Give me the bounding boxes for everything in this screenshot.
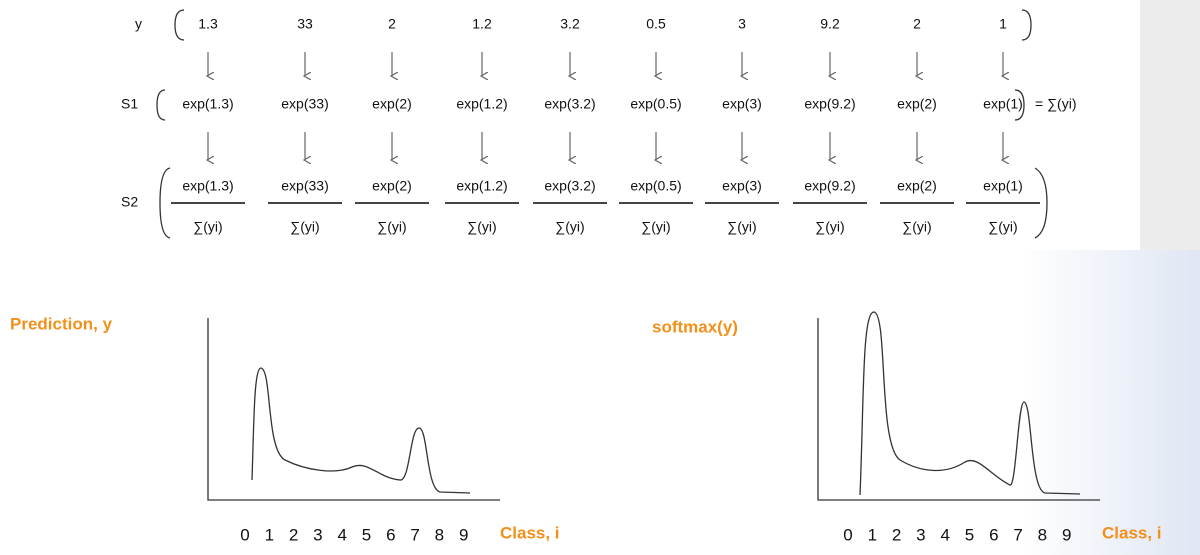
s1-value: exp(2) [897, 96, 937, 112]
s2-numerator: exp(9.2) [804, 178, 855, 194]
s2-numerator: exp(2) [897, 178, 937, 194]
x-tick-label: 6 [386, 525, 395, 544]
bracket [1021, 9, 1032, 41]
s2-denominator: ∑(yi) [377, 219, 406, 235]
y-value: 3 [738, 16, 746, 32]
y-value: 1.3 [198, 16, 218, 32]
axes [207, 318, 500, 501]
x-tick-label: 0 [843, 525, 852, 544]
x-tick-label: 2 [892, 525, 901, 544]
y-value: 2 [388, 16, 396, 32]
x-tick-label: 0 [240, 525, 249, 544]
s2-numerator: exp(1.2) [456, 178, 507, 194]
panel-edge [1140, 0, 1200, 250]
s2-numerator: exp(1.3) [182, 178, 233, 194]
bracket [1014, 89, 1025, 121]
s2-numerator: exp(1) [983, 178, 1023, 194]
s2-numerator: exp(2) [372, 178, 412, 194]
s1-value: exp(3) [722, 96, 762, 112]
x-tick-label: 6 [989, 525, 998, 544]
axes [817, 318, 1100, 501]
x-axis-label: Class, i [500, 523, 560, 542]
s2-numerator: exp(3.2) [544, 178, 595, 194]
plot-title: Prediction, y [10, 314, 113, 333]
s1-value: exp(1.3) [182, 96, 233, 112]
s2-denominator: ∑(yi) [290, 219, 319, 235]
s2-denominator: ∑(yi) [815, 219, 844, 235]
s2-denominator: ∑(yi) [988, 219, 1017, 235]
bracket [1034, 167, 1048, 239]
x-tick-label: 7 [1013, 525, 1022, 544]
s1-value: exp(1.2) [456, 96, 507, 112]
x-tick-label: 9 [1062, 525, 1071, 544]
s2-denominator: ∑(yi) [902, 219, 931, 235]
s1-value: exp(3.2) [544, 96, 595, 112]
s1-value: exp(33) [281, 96, 328, 112]
s2-numerator: exp(3) [722, 178, 762, 194]
y-value: 9.2 [820, 16, 840, 32]
s2-denominator: ∑(yi) [727, 219, 756, 235]
row-label: S1 [121, 96, 138, 112]
s2-numerator: exp(33) [281, 178, 328, 194]
x-tick-label: 7 [410, 525, 419, 544]
plot-title: softmax(y) [652, 317, 738, 336]
y-value: 0.5 [646, 16, 666, 32]
x-tick-label: 8 [435, 525, 444, 544]
s2-denominator: ∑(yi) [193, 219, 222, 235]
x-tick-label: 2 [289, 525, 298, 544]
sum-label: = ∑(yi) [1035, 96, 1076, 112]
sketch-curve [251, 367, 471, 494]
s1-value: exp(2) [372, 96, 412, 112]
row-label: S2 [121, 194, 138, 210]
s2-denominator: ∑(yi) [641, 219, 670, 235]
bracket [174, 9, 185, 41]
y-value: 3.2 [560, 16, 580, 32]
x-tick-label: 3 [313, 525, 322, 544]
formula-grid: y S1 S2 = ∑(yi) 1.3 exp(1.3) exp(1.3) ∑(yi)… [121, 9, 1076, 239]
s1-value: exp(9.2) [804, 96, 855, 112]
x-tick-label: 9 [459, 525, 468, 544]
x-axis-label: Class, i [1102, 523, 1162, 542]
y-value: 1 [999, 16, 1007, 32]
bracket [156, 89, 166, 121]
x-tick-label: 1 [868, 525, 877, 544]
x-tick-label: 1 [265, 525, 274, 544]
sketch-curve [859, 311, 1081, 496]
plots: Prediction, y0 1 2 3 4 5 6 7 8 9 Class, isoftmax(y… [10, 311, 1162, 544]
x-tick-label: 3 [916, 525, 925, 544]
x-tick-label: 8 [1038, 525, 1047, 544]
s2-denominator: ∑(yi) [555, 219, 584, 235]
s1-value: exp(1) [983, 96, 1023, 112]
bracket [159, 167, 171, 239]
s2-numerator: exp(0.5) [630, 178, 681, 194]
s1-value: exp(0.5) [630, 96, 681, 112]
x-tick-label: 4 [940, 525, 949, 544]
y-value: 2 [913, 16, 921, 32]
s2-denominator: ∑(yi) [467, 219, 496, 235]
y-value: 1.2 [472, 16, 492, 32]
x-tick-label: 4 [337, 525, 346, 544]
row-label: y [135, 16, 142, 32]
formula-panel [115, 0, 1140, 250]
y-value: 33 [297, 16, 313, 32]
x-tick-label: 5 [965, 525, 974, 544]
x-tick-label: 5 [362, 525, 371, 544]
